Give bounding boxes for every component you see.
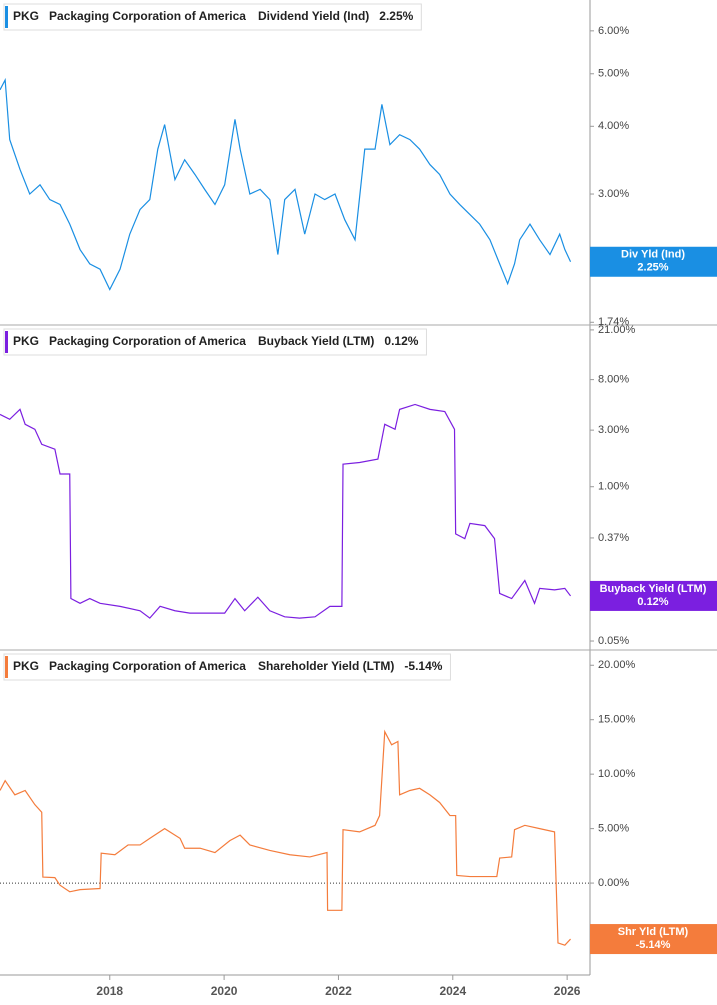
x-tick-label: 2022 <box>325 984 352 998</box>
value-badge <box>590 246 717 277</box>
legend-text: Shareholder Yield (LTM) <box>258 659 394 673</box>
value-badge <box>590 580 717 611</box>
value-badge <box>590 924 717 955</box>
legend-header: PKG Packaging Corporation of America Divid… <box>3 3 422 31</box>
legend-swatch <box>5 331 8 353</box>
y-tick-label: 0.05% <box>598 635 629 647</box>
badge-label: Div Yld (Ind) <box>621 249 685 261</box>
y-tick-label: 1.00% <box>598 481 629 493</box>
legend-swatch <box>5 6 8 28</box>
y-tick-label: 20.00% <box>598 659 636 671</box>
y-tick-label: 3.00% <box>598 188 629 200</box>
series-line <box>0 77 572 291</box>
x-tick-label: 2024 <box>439 984 466 998</box>
legend-text: Packaging Corporation of America <box>49 9 246 23</box>
legend-text: 2.25% <box>379 9 413 23</box>
legend-box <box>3 3 422 31</box>
badge-value: 2.25% <box>637 262 668 274</box>
y-tick-label: 21.00% <box>598 324 636 336</box>
legend-text: PKG <box>13 334 39 348</box>
legend-text: -5.14% <box>404 659 442 673</box>
legend-box <box>3 328 427 356</box>
badge-value: 0.12% <box>637 596 668 608</box>
legend-text: PKG <box>13 659 39 673</box>
legend-box <box>3 653 451 681</box>
legend-text: Dividend Yield (Ind) <box>258 9 369 23</box>
y-tick-label: 5.00% <box>598 823 629 835</box>
badge-label: Shr Yld (LTM) <box>618 926 689 938</box>
legend-text: 0.12% <box>384 334 418 348</box>
legend-text: PKG <box>13 9 39 23</box>
y-tick-label: 0.37% <box>598 532 629 544</box>
badge-label: Buyback Yield (LTM) <box>600 583 707 595</box>
legend-text: Buyback Yield (LTM) <box>258 334 374 348</box>
legend-text: Packaging Corporation of America <box>49 659 246 673</box>
y-tick-label: 1.74% <box>598 316 629 328</box>
y-tick-label: 4.00% <box>598 120 629 132</box>
legend-header: PKG Packaging Corporation of America Buyba… <box>3 328 427 356</box>
y-tick-label: 3.00% <box>598 424 629 436</box>
badge-value: -5.14% <box>636 939 671 951</box>
y-tick-label: 15.00% <box>598 714 636 726</box>
series-line <box>0 729 571 946</box>
legend-header: PKG Packaging Corporation of America Share… <box>3 653 451 681</box>
legend-text: Packaging Corporation of America <box>49 334 246 348</box>
y-tick-label: 5.00% <box>598 68 629 80</box>
series-line <box>0 403 572 619</box>
x-tick-label: 2018 <box>96 984 123 998</box>
x-tick-label: 2026 <box>554 984 581 998</box>
y-tick-label: 8.00% <box>598 374 629 386</box>
y-tick-label: 10.00% <box>598 768 636 780</box>
x-tick-label: 2020 <box>211 984 238 998</box>
y-tick-label: 0.00% <box>598 877 629 889</box>
legend-swatch <box>5 656 8 678</box>
y-tick-label: 6.00% <box>598 25 629 37</box>
